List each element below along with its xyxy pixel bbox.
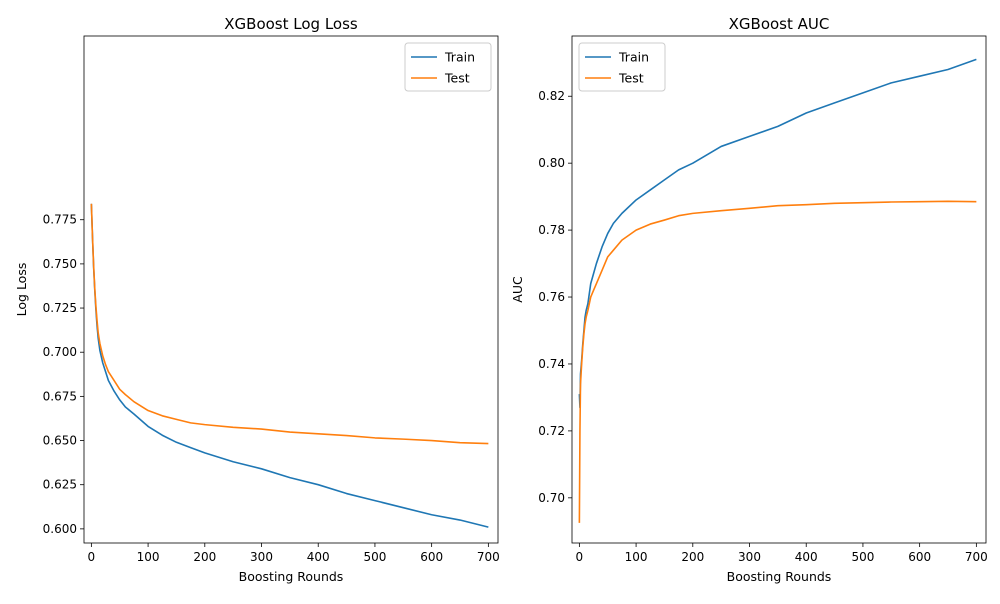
chart-title: XGBoost Log Loss	[224, 15, 358, 33]
subplot-2: XGBoost AUC 0 100 200 300 400 500 600 700 0.70 0.7…	[510, 15, 988, 584]
x-axis-label: Boosting Rounds	[239, 569, 344, 584]
series-lines	[90, 203, 489, 528]
y-tick-label: 0.625	[43, 478, 77, 492]
series-line-test	[90, 203, 489, 445]
y-tick-label: 0.750	[43, 257, 77, 271]
x-tick-label: 400	[795, 550, 818, 564]
legend-label-train: Train	[444, 50, 475, 65]
x-tick-label: 0	[88, 550, 96, 564]
x-tick-label: 0	[576, 550, 584, 564]
x-axis-label: Boosting Rounds	[727, 569, 832, 584]
legend: Train Test	[404, 42, 492, 92]
x-tick-label: 200	[681, 550, 704, 564]
y-tick-label: 0.74	[538, 357, 565, 371]
x-tick-label: 600	[420, 550, 443, 564]
subplot-1: XGBoost Log Loss 0 100 200 300 400 500 600 700 0.…	[14, 15, 500, 584]
y-tick-label: 0.700	[43, 345, 77, 359]
x-tick-label: 700	[477, 550, 500, 564]
legend-box	[578, 42, 666, 92]
x-tick-label: 200	[193, 550, 216, 564]
legend-label-test: Test	[444, 71, 470, 86]
x-tick-label: 600	[908, 550, 931, 564]
y-tick-label: 0.76	[538, 290, 565, 304]
x-tick-label: 300	[738, 550, 761, 564]
y-axis-label: Log Loss	[14, 263, 29, 317]
legend-label-train: Train	[618, 50, 649, 65]
y-tick-label: 0.82	[538, 89, 565, 103]
legend-box	[404, 42, 492, 92]
y-tick-label: 0.600	[43, 522, 77, 536]
legend-label-test: Test	[618, 71, 644, 86]
y-tick-label: 0.70	[538, 491, 565, 505]
axes-frame	[571, 35, 987, 544]
y-tick-label: 0.775	[43, 213, 77, 227]
x-tick-label: 300	[250, 550, 273, 564]
chart-title: XGBoost AUC	[729, 15, 830, 33]
y-tick-label: 0.675	[43, 389, 77, 403]
x-tick-label: 700	[965, 550, 988, 564]
axes-frame	[83, 35, 499, 544]
x-tick-label: 100	[625, 550, 648, 564]
legend: Train Test	[578, 42, 666, 92]
series-line-test	[578, 200, 977, 523]
x-tick-label: 500	[363, 550, 386, 564]
y-tick-label: 0.725	[43, 301, 77, 315]
y-tick-label: 0.650	[43, 434, 77, 448]
y-axis-label: AUC	[510, 276, 525, 303]
x-tick-label: 400	[307, 550, 330, 564]
x-tick-label: 100	[137, 550, 160, 564]
x-tick-label: 500	[851, 550, 874, 564]
y-tick-label: 0.80	[538, 156, 565, 170]
y-tick-label: 0.78	[538, 223, 565, 237]
series-lines	[578, 58, 977, 523]
y-tick-label: 0.72	[538, 424, 565, 438]
